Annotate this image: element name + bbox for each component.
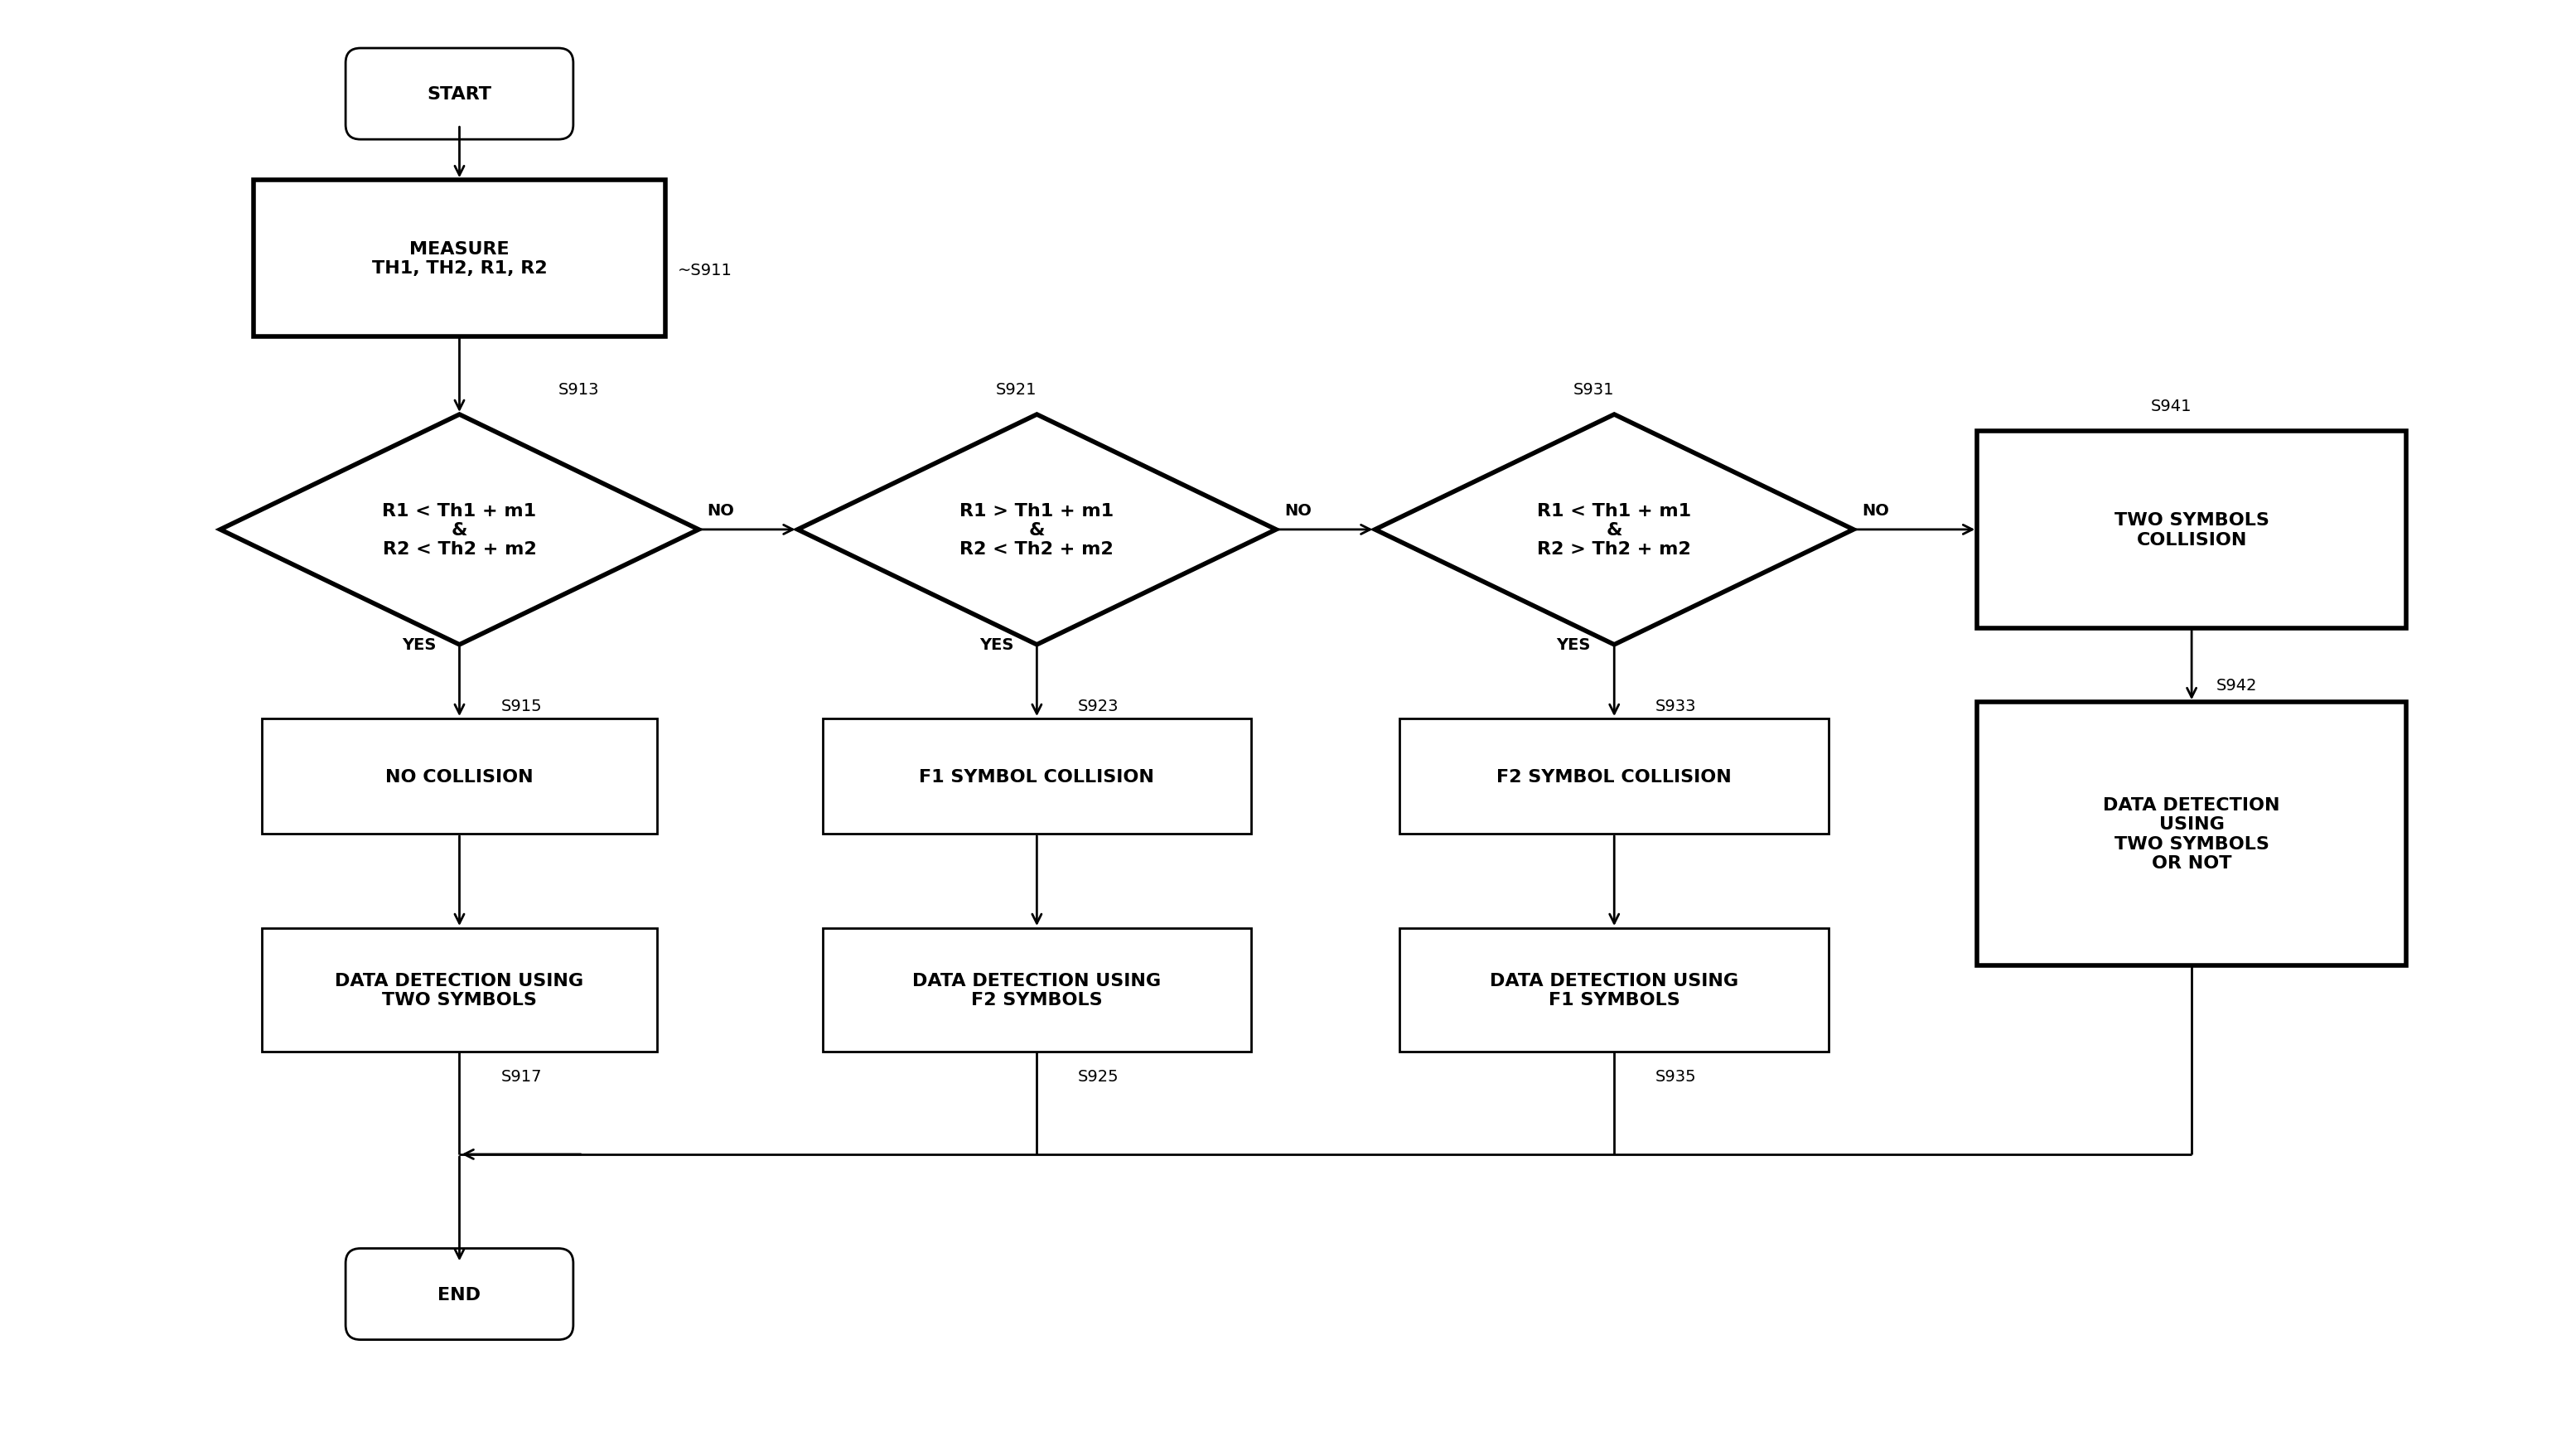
Bar [822, 929, 1252, 1051]
Text: S921: S921 [994, 381, 1036, 397]
Bar [1399, 929, 1829, 1051]
Text: ~S911: ~S911 [677, 264, 732, 278]
Text: START: START [428, 86, 492, 103]
Text: DATA DETECTION
USING
TWO SYMBOLS
OR NOT: DATA DETECTION USING TWO SYMBOLS OR NOT [2102, 796, 2280, 871]
Polygon shape [219, 415, 698, 645]
Text: S923: S923 [1079, 699, 1118, 713]
Text: F1 SYMBOL COLLISION: F1 SYMBOL COLLISION [920, 769, 1154, 785]
Bar [260, 719, 657, 834]
Text: S925: S925 [1079, 1069, 1118, 1083]
Text: R1 < Th1 + m1
&
R2 < Th2 + m2: R1 < Th1 + m1 & R2 < Th2 + m2 [381, 502, 536, 558]
Text: YES: YES [1556, 636, 1592, 652]
Text: S935: S935 [1656, 1069, 1698, 1083]
Text: NO: NO [1285, 502, 1311, 518]
Text: S915: S915 [500, 699, 541, 713]
Text: END: END [438, 1286, 482, 1303]
Polygon shape [799, 415, 1275, 645]
Text: S913: S913 [559, 381, 600, 397]
Bar [260, 929, 657, 1051]
Bar [1978, 431, 2406, 629]
Text: S941: S941 [2151, 399, 2192, 414]
Text: DATA DETECTION USING
F2 SYMBOLS: DATA DETECTION USING F2 SYMBOLS [912, 973, 1162, 1008]
Bar [822, 719, 1252, 834]
Text: F2 SYMBOL COLLISION: F2 SYMBOL COLLISION [1497, 769, 1731, 785]
Text: S942: S942 [2215, 678, 2257, 693]
FancyBboxPatch shape [345, 50, 574, 140]
Text: S933: S933 [1656, 699, 1698, 713]
Text: DATA DETECTION USING
F1 SYMBOLS: DATA DETECTION USING F1 SYMBOLS [1489, 973, 1739, 1008]
Text: NO: NO [706, 502, 734, 518]
Text: YES: YES [402, 636, 435, 652]
Text: NO COLLISION: NO COLLISION [386, 769, 533, 785]
Text: S931: S931 [1574, 381, 1615, 397]
Text: MEASURE
TH1, TH2, R1, R2: MEASURE TH1, TH2, R1, R2 [371, 240, 546, 277]
Text: R1 < Th1 + m1
&
R2 > Th2 + m2: R1 < Th1 + m1 & R2 > Th2 + m2 [1538, 502, 1692, 558]
Text: YES: YES [979, 636, 1012, 652]
Text: DATA DETECTION USING
TWO SYMBOLS: DATA DETECTION USING TWO SYMBOLS [335, 973, 585, 1008]
Text: R1 > Th1 + m1
&
R2 < Th2 + m2: R1 > Th1 + m1 & R2 < Th2 + m2 [961, 502, 1113, 558]
Bar [1399, 719, 1829, 834]
Text: TWO SYMBOLS
COLLISION: TWO SYMBOLS COLLISION [2115, 513, 2269, 547]
Bar [252, 181, 665, 336]
Text: S917: S917 [500, 1069, 541, 1083]
Text: NO: NO [1862, 502, 1888, 518]
Polygon shape [1376, 415, 1855, 645]
FancyBboxPatch shape [345, 1249, 574, 1340]
Bar [1978, 703, 2406, 965]
